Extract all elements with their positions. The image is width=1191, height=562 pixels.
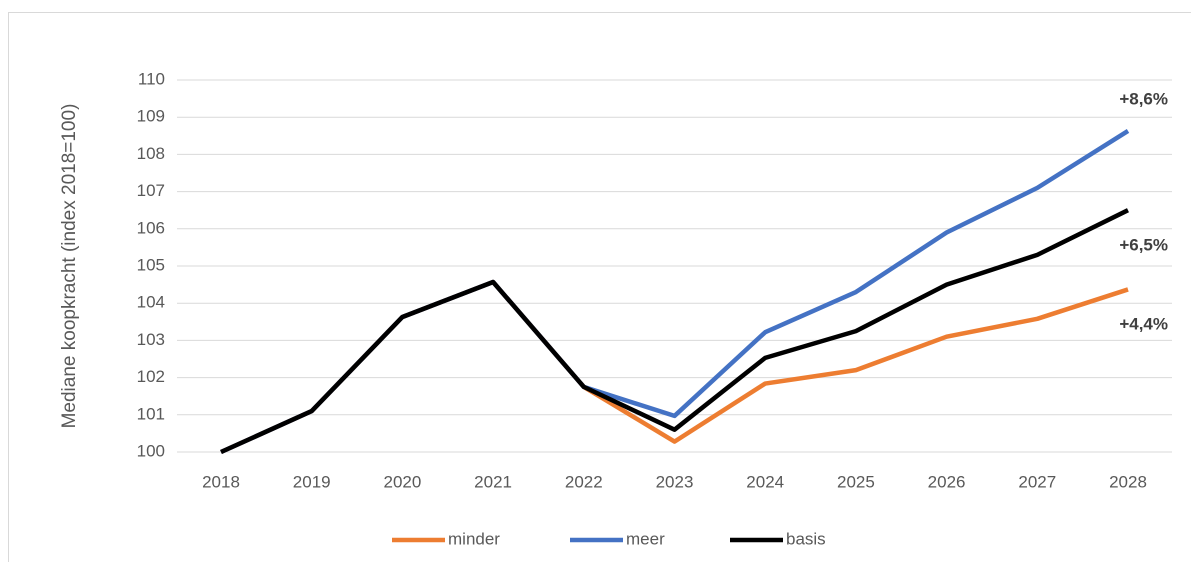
x-tick-label: 2025: [837, 472, 875, 491]
y-tick-label: 100: [137, 441, 165, 460]
x-tick-label: 2024: [746, 472, 784, 491]
y-tick-label: 108: [137, 144, 165, 163]
legend-label: minder: [448, 529, 500, 548]
y-axis-label: Mediane koopkracht (index 2018=100): [59, 104, 80, 429]
y-tick-label: 106: [137, 218, 165, 237]
y-tick-label: 101: [137, 404, 165, 423]
x-tick-label: 2026: [928, 472, 966, 491]
x-tick-label: 2027: [1018, 472, 1056, 491]
y-tick-label: 103: [137, 330, 165, 349]
series-line: [220, 129, 1130, 455]
x-tick-label: 2021: [474, 472, 512, 491]
annotation: +8,6%: [1119, 89, 1168, 108]
y-tick-label: 102: [137, 367, 165, 386]
x-tick-label: 2018: [202, 472, 240, 491]
x-tick-label: 2022: [565, 472, 603, 491]
x-tick-label: 2028: [1109, 472, 1147, 491]
y-tick-label: 110: [138, 69, 165, 88]
legend-label: meer: [626, 529, 665, 548]
series-line: [220, 208, 1129, 455]
x-tick-label: 2019: [293, 472, 331, 491]
y-tick-label: 109: [137, 107, 165, 126]
annotation: +4,4%: [1119, 314, 1168, 333]
y-tick-label: 105: [137, 255, 165, 274]
annotation: +6,5%: [1119, 235, 1168, 254]
chart-frame: [8, 12, 1191, 562]
legend-label: basis: [786, 529, 826, 548]
x-tick-label: 2023: [656, 472, 694, 491]
y-tick-label: 104: [137, 293, 165, 312]
y-tick-label: 107: [137, 181, 165, 200]
x-tick-label: 2020: [383, 472, 421, 491]
